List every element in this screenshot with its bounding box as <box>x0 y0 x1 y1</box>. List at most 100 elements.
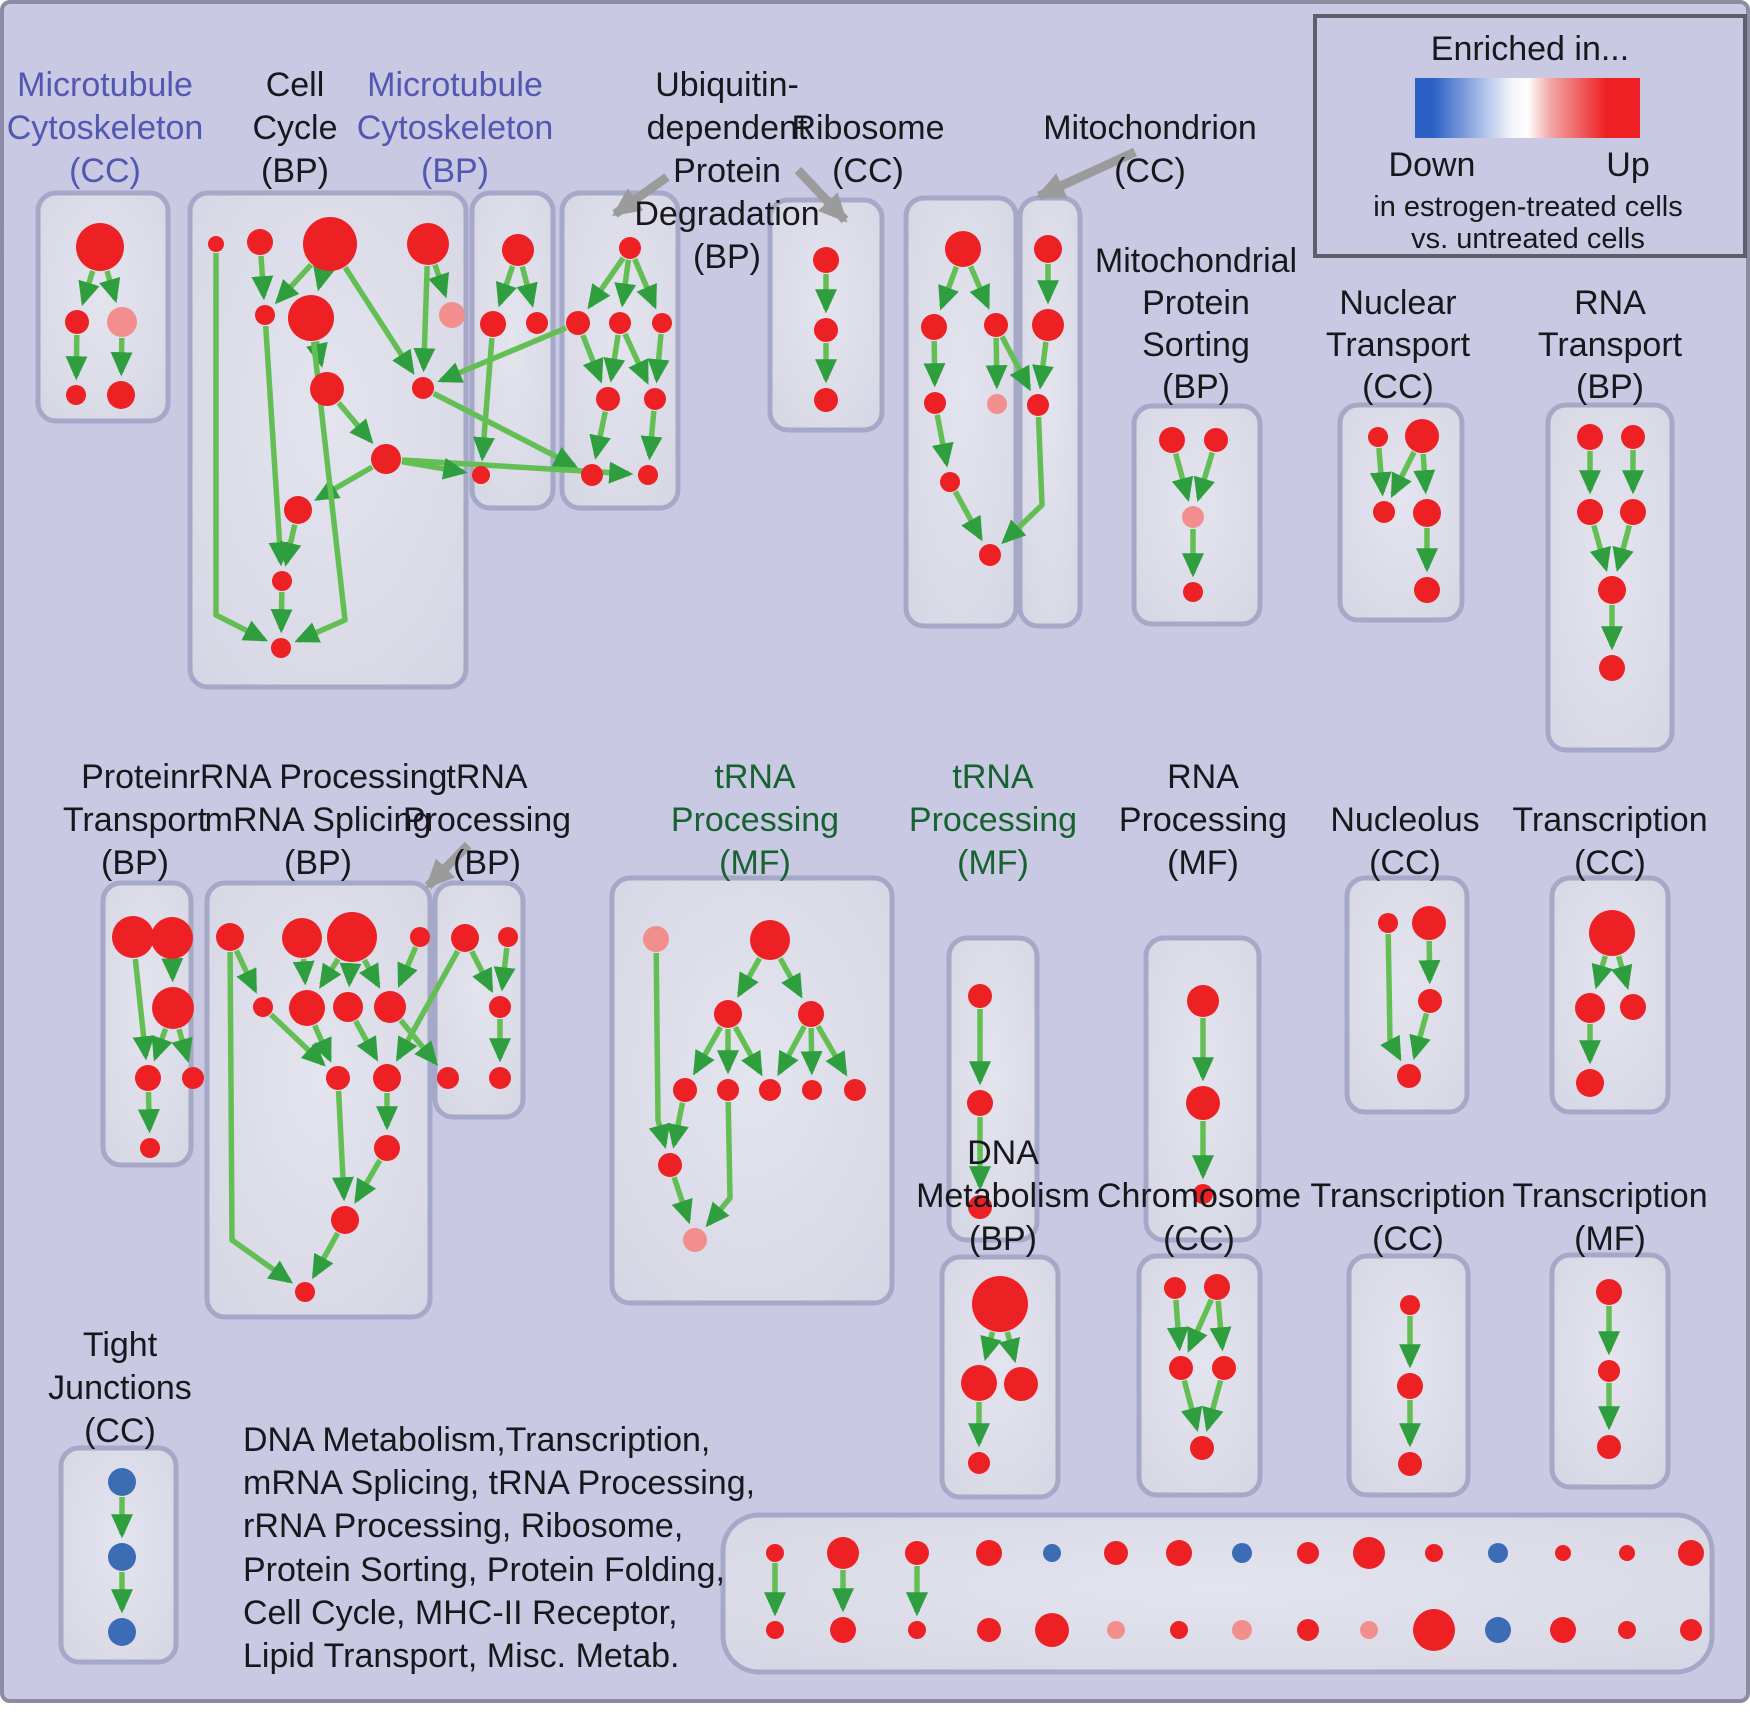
cluster-label-dna-metabolism-line-2: (BP) <box>969 1220 1037 1258</box>
node-rrna-F4 <box>410 927 430 947</box>
node-pt-D2 <box>182 1067 204 1089</box>
node-rib-r1 <box>945 231 981 267</box>
node-trcc1-y2 <box>1575 993 1605 1023</box>
cluster-box-trmf2 <box>946 935 1040 1243</box>
node-misc-mb12 <box>1485 1617 1511 1643</box>
legend-subtitle-2: vs. untreated cells <box>1411 223 1645 255</box>
cluster-label-transcription-cc-low-line-1: (CC) <box>1372 1220 1444 1258</box>
node-misc-mt15 <box>1678 1540 1704 1566</box>
node-nt-c <box>1373 501 1395 523</box>
node-cc-a <box>208 236 224 252</box>
cluster-label-cell-cycle-line-0: Cell <box>266 66 325 104</box>
edge-arrow <box>985 337 1008 390</box>
footnote-line: rRNA Processing, Ribosome, <box>243 1507 683 1545</box>
node-mps-s2 <box>1204 428 1228 452</box>
cluster-label-transcription-mf-line-0: Transcription <box>1512 1177 1707 1215</box>
node-misc-mt5 <box>1043 1544 1061 1562</box>
node-trcc1-y4 <box>1576 1069 1604 1097</box>
node-dnam-z2 <box>961 1365 997 1401</box>
edge-arrow <box>1369 447 1392 497</box>
edge-arrow <box>999 335 1032 392</box>
edge-arrow <box>78 270 100 307</box>
edge-arrow <box>737 956 762 998</box>
cluster-label-ribosome-line-1: (CC) <box>832 152 904 190</box>
node-rrna-F3 <box>327 912 377 962</box>
edge-arrow <box>923 340 946 388</box>
edge-arrow <box>99 270 121 304</box>
node-rt-b <box>1621 425 1645 449</box>
node-pt-D1 <box>135 1065 161 1091</box>
node-cc-c <box>303 217 357 271</box>
cluster-label-transcription-cc-mid-line-0: Transcription <box>1512 801 1707 839</box>
node-trcc2-d2 <box>1397 1373 1423 1399</box>
edge-arrow <box>339 962 362 988</box>
node-trbp-T4 <box>437 1067 459 1089</box>
node-trbp-T5 <box>489 1067 511 1089</box>
node-misc-mt1 <box>766 1544 784 1562</box>
cluster-box-rrna <box>204 880 433 1320</box>
edge-arrow <box>279 523 302 567</box>
pointer-arrow <box>1035 147 1137 201</box>
node-mps-s4 <box>1183 582 1203 602</box>
node-misc-mb3 <box>908 1621 926 1639</box>
edge-arrow <box>469 950 494 994</box>
edge-arrow <box>1166 1299 1189 1352</box>
edge-arrow <box>311 1024 333 1063</box>
node-mit-m1 <box>1034 235 1062 263</box>
cluster-label-nuclear-transport-line-0: Nuclear <box>1339 284 1456 322</box>
edge-arrow <box>1413 453 1436 495</box>
edge-arrow <box>1186 1298 1214 1353</box>
node-chr-c1 <box>1164 1277 1186 1299</box>
cluster-label-rna-transport-line-1: Transport <box>1538 326 1683 364</box>
node-chr-c4 <box>1212 1356 1236 1380</box>
node-dnam-z3 <box>1004 1367 1038 1401</box>
node-cc-d <box>407 223 449 265</box>
cluster-label-microtubule-bp-line-2: (BP) <box>421 152 489 190</box>
edge-arrow <box>1612 524 1634 573</box>
nodes-layer <box>65 217 1704 1651</box>
node-rt-e <box>1598 576 1626 604</box>
edge-arrow <box>262 325 291 567</box>
node-trmf1-M2 <box>798 1001 824 1027</box>
node-rt-a <box>1577 424 1603 450</box>
node-mps-s1 <box>1159 427 1185 453</box>
node-rrna-G3 <box>333 992 363 1022</box>
edge-arrow <box>1001 416 1045 545</box>
edge-arrow <box>428 263 450 299</box>
node-cc-e <box>255 305 275 325</box>
node-trmf1-S1 <box>673 1078 697 1102</box>
edge-arrow <box>395 949 461 1062</box>
node-misc-mt11 <box>1425 1544 1443 1562</box>
edge-arrow <box>1209 1300 1232 1352</box>
edge-arrow <box>800 1027 823 1076</box>
node-chr-c2 <box>1204 1274 1230 1300</box>
cluster-label-microtubule-bp-line-0: Microtubule <box>367 66 543 104</box>
footnote-line: DNA Metabolism,Transcription, <box>243 1421 710 1459</box>
cluster-label-trna-processing-mf-1-line-1: Processing <box>671 801 839 839</box>
node-misc-mb14 <box>1618 1621 1636 1639</box>
edge-arrow <box>622 332 650 385</box>
node-rrna-G4 <box>374 991 406 1023</box>
edge-arrow <box>473 337 495 462</box>
node-nt-a <box>1368 427 1388 447</box>
node-cc-m2 <box>284 496 312 524</box>
node-trcc1-y3 <box>1620 994 1646 1020</box>
node-trmf3-e1 <box>1596 1279 1622 1305</box>
node-rib-r2 <box>921 314 947 340</box>
edge-arrow <box>110 337 133 377</box>
legend-title: Enriched in... <box>1431 30 1629 68</box>
node-rrna-H1 <box>326 1066 350 1090</box>
edge-arrow <box>294 341 348 643</box>
edge-arrow <box>667 1102 689 1149</box>
cluster-label-microtubule-cc-line-1: Cytoskeleton <box>7 109 204 147</box>
edge-arrow <box>732 1025 763 1077</box>
node-mtcc-n1 <box>76 223 124 271</box>
node-ub4-q1 <box>619 237 641 259</box>
cluster-label-ubiquitin-line-1: dependent <box>647 109 808 147</box>
node-ub4-q3l <box>596 387 620 411</box>
edge-arrow <box>1589 524 1611 573</box>
node-cc-g <box>439 302 465 328</box>
node-trmf1-S2 <box>717 1079 739 1101</box>
node-rib-r7 <box>979 544 1001 566</box>
